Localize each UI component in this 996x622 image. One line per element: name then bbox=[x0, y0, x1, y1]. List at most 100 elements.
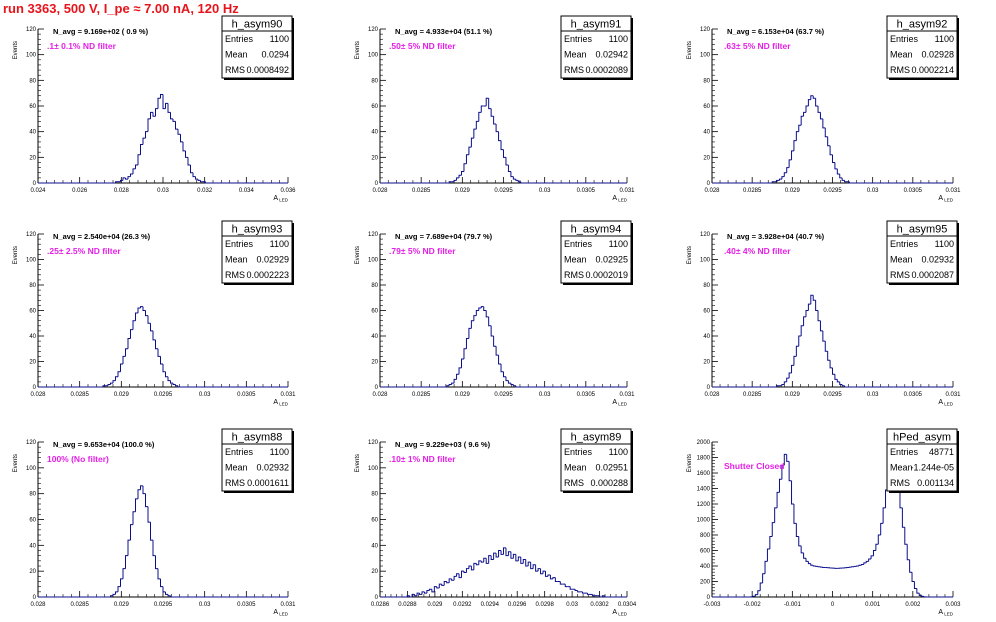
histogram-bin bbox=[812, 295, 816, 301]
histogram-bin bbox=[547, 574, 551, 577]
y-tick-label: 0 bbox=[375, 385, 379, 391]
y-tick-label: 20 bbox=[703, 360, 710, 366]
histogram-bin bbox=[493, 116, 497, 125]
histogram-bin bbox=[858, 564, 862, 566]
stats-value-rms: 0.000288 bbox=[590, 478, 628, 488]
histogram-h_asym89 bbox=[380, 547, 627, 598]
histogram-bin bbox=[488, 316, 492, 327]
x-tick-label: 0.028 bbox=[30, 392, 46, 398]
histogram-bin bbox=[473, 315, 477, 321]
histogram-bin bbox=[757, 590, 761, 595]
histogram-bin bbox=[490, 325, 494, 337]
histogram-bin bbox=[122, 355, 126, 365]
stats-box: h_asym89 Entries 1100 Mean 0.02951 RMS 0.00028… bbox=[560, 428, 633, 493]
histogram-bin bbox=[512, 384, 516, 387]
histogram-name: h_asym93 bbox=[232, 224, 283, 236]
histogram-bin bbox=[520, 181, 524, 184]
histogram-bin bbox=[125, 348, 128, 357]
histogram-bin bbox=[125, 177, 128, 180]
y-tick-label: 80 bbox=[703, 283, 710, 289]
x-tick-label: 0.029 bbox=[785, 392, 801, 398]
filter-note: .50± 5% ND filter bbox=[389, 41, 456, 51]
histogram-bin bbox=[137, 307, 141, 314]
x-tick-label: 0.0305 bbox=[577, 188, 596, 194]
histogram-bin bbox=[599, 595, 603, 598]
y-tick-label: 400 bbox=[700, 564, 711, 570]
histogram-bin bbox=[485, 558, 489, 564]
stats-box: h_asym92 Entries 1100 Mean 0.02928 RMS 0.00022… bbox=[886, 15, 959, 80]
x-tick-label: 0.0305 bbox=[237, 602, 256, 608]
histogram-bin bbox=[448, 181, 452, 183]
histogram-bin bbox=[130, 173, 133, 177]
histogram-bin bbox=[530, 562, 534, 570]
stats-value-entries: 1100 bbox=[609, 34, 628, 44]
histogram-bin bbox=[195, 176, 198, 180]
histogram-bin bbox=[458, 573, 462, 579]
stats-value-rms: 0.0001611 bbox=[247, 478, 289, 488]
x-tick-label: 0.0285 bbox=[70, 392, 89, 398]
histogram-bin bbox=[127, 338, 131, 349]
histogram-bin bbox=[552, 577, 556, 579]
histogram-bin bbox=[574, 589, 578, 592]
stats-label-mean: Mean bbox=[225, 255, 248, 265]
histogram-bin bbox=[783, 172, 787, 177]
histogram-bin bbox=[470, 566, 474, 571]
histogram-bin bbox=[147, 315, 151, 324]
filter-note: 100% (No filter) bbox=[47, 454, 109, 464]
histogram-bin bbox=[841, 384, 845, 387]
y-tick-label: 60 bbox=[29, 518, 36, 524]
histogram-bin bbox=[490, 555, 494, 561]
histogram-bin bbox=[132, 511, 136, 525]
x-tick-label: 0.026 bbox=[72, 188, 88, 194]
histogram-bin bbox=[544, 571, 548, 577]
histogram-bin bbox=[778, 478, 782, 493]
histogram-bin bbox=[165, 371, 168, 378]
y-tick-label: 1200 bbox=[697, 502, 711, 508]
x-tick-label: 0.0295 bbox=[154, 602, 173, 608]
histogram-bin bbox=[165, 591, 168, 595]
stats-box: h_asym91 Entries 1100 Mean 0.02942 RMS 0.00020… bbox=[560, 15, 633, 80]
stats-value-rms: 0.0002223 bbox=[246, 270, 289, 280]
y-axis-label: Events bbox=[687, 41, 693, 59]
y-tick-label: 40 bbox=[371, 334, 378, 340]
histogram-bin bbox=[175, 384, 178, 387]
histogram-bin bbox=[423, 591, 427, 594]
y-tick-label: 60 bbox=[29, 104, 36, 110]
y-tick-label: 60 bbox=[371, 518, 378, 524]
y-tick-label: 40 bbox=[703, 334, 710, 340]
stats-label-mean: Mean bbox=[564, 50, 587, 60]
histogram-bin bbox=[473, 562, 477, 570]
x-tick-label: 0.0288 bbox=[398, 602, 417, 608]
histogram-bin bbox=[913, 581, 917, 589]
histogram-bin bbox=[167, 103, 171, 113]
stats-box-frame bbox=[560, 220, 632, 284]
histogram-bin bbox=[795, 523, 799, 538]
histogram-bin bbox=[443, 581, 447, 586]
y-tick-label: 80 bbox=[703, 78, 710, 84]
stats-label-mean: Mean bbox=[564, 463, 587, 473]
y-tick-label: 80 bbox=[29, 492, 36, 498]
histogram-bin bbox=[185, 150, 188, 158]
histogram-bin bbox=[160, 93, 163, 99]
y-tick-label: 40 bbox=[371, 543, 378, 549]
stats-box-frame bbox=[886, 220, 958, 284]
histogram-bin bbox=[110, 382, 113, 385]
histogram-bin bbox=[461, 170, 464, 176]
histogram-bin bbox=[766, 548, 770, 562]
stats-value-entries: 1100 bbox=[935, 34, 954, 44]
y-tick-label: 20 bbox=[29, 155, 36, 161]
stats-label-rms: RMS bbox=[564, 65, 584, 75]
histogram-bin bbox=[172, 118, 176, 122]
histogram-bin bbox=[453, 575, 457, 581]
histogram-bin bbox=[586, 593, 590, 595]
histogram-bin bbox=[810, 294, 814, 305]
y-tick-label: 120 bbox=[26, 440, 37, 446]
histogram-bin bbox=[461, 358, 464, 368]
histogram-bin bbox=[762, 573, 766, 584]
histogram-bin bbox=[117, 371, 121, 377]
stats-label-rms: RMS bbox=[890, 65, 910, 75]
histogram-bin bbox=[540, 568, 544, 575]
histogram-bin bbox=[493, 552, 497, 560]
y-tick-label: 120 bbox=[26, 27, 37, 33]
x-tick-label: 0.0296 bbox=[508, 602, 527, 608]
